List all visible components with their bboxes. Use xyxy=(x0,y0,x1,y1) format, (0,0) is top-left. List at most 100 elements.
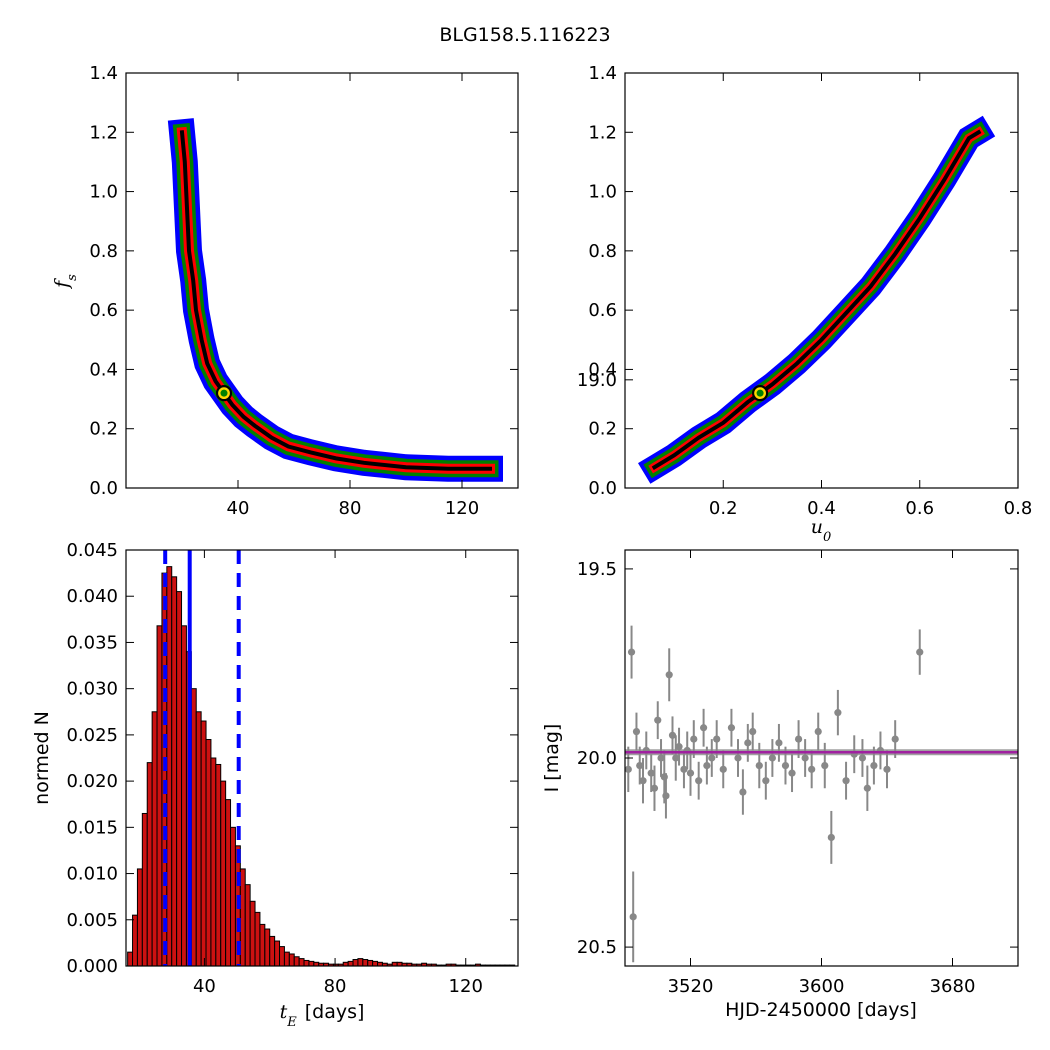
p3-residual-point xyxy=(627,648,636,656)
p3-xtick-label: 3600 xyxy=(799,976,845,997)
p3-residual-point xyxy=(739,788,747,796)
p3-residual-point xyxy=(672,754,680,762)
p0-ylabel: fs xyxy=(51,274,80,290)
p2-bar xyxy=(190,688,197,967)
p2-bar xyxy=(362,959,369,967)
p3-data-point xyxy=(854,391,861,398)
figure-title: BLG158.5.116223 xyxy=(439,24,610,46)
p3-data-point xyxy=(782,346,789,353)
p0-xtick-label: 80 xyxy=(339,498,362,519)
p2-bar xyxy=(303,959,310,967)
p2-bar xyxy=(367,959,374,967)
p3-ytick-label: 19.0 xyxy=(577,370,617,391)
p1-ytick-label: 1.2 xyxy=(588,122,617,143)
p3-data-point xyxy=(633,406,640,413)
p2-ylabel: normed N xyxy=(31,711,53,805)
p1-ytick-label: 0.8 xyxy=(588,241,617,262)
p3-residual-point xyxy=(858,754,867,762)
p1-xtick-label: 0.4 xyxy=(807,498,836,519)
p3-residual-point xyxy=(647,769,655,777)
p2-bar xyxy=(225,799,232,967)
p3-data-point xyxy=(842,395,849,402)
p2-bar xyxy=(308,960,315,967)
p3-residual-point xyxy=(700,724,708,732)
p3-xlabel: HJD-2450000 [days] xyxy=(725,999,917,1021)
p3-residual-point xyxy=(916,648,924,656)
p3-data-point xyxy=(710,406,717,413)
p3-residual-point xyxy=(703,761,711,770)
p2-ytick-label: 0.005 xyxy=(66,910,118,931)
p3-data-point xyxy=(788,312,795,319)
p2-ytick-label: 0.030 xyxy=(66,679,118,700)
p3-residual-point xyxy=(708,754,716,762)
p1-ytick-label: 1.4 xyxy=(588,63,617,84)
p1-region-blue xyxy=(638,115,996,484)
p3-data-point xyxy=(859,414,866,421)
p3-residual-point xyxy=(755,761,763,770)
p3-data-point xyxy=(666,369,673,376)
p3-data-point xyxy=(675,418,682,425)
p2-bar xyxy=(244,884,251,967)
p3-residual-point xyxy=(762,777,770,785)
p1-xtick-label: 0.2 xyxy=(709,498,738,519)
p0-xtick-label: 120 xyxy=(445,498,479,519)
p2-ytick-label: 0.010 xyxy=(66,864,118,885)
p2-ytick-label: 0.020 xyxy=(66,771,118,792)
p2-bar xyxy=(132,914,138,967)
p2-bar xyxy=(239,868,246,967)
p3-data-point xyxy=(785,319,792,326)
p2-bar xyxy=(230,826,236,967)
p1-ytick-label: 0.4 xyxy=(588,359,617,380)
p3-data-point xyxy=(808,206,815,213)
p1-best-fit-marker-center xyxy=(756,389,764,397)
p2-ytick-label: 0.015 xyxy=(66,817,118,838)
p3-residual-point xyxy=(834,709,842,717)
p2-xtick-label: 40 xyxy=(193,976,216,997)
p3-residual-point xyxy=(781,761,790,770)
p2-bar xyxy=(176,591,183,967)
p3-data-point xyxy=(892,441,899,448)
p1-ytick-label: 0.2 xyxy=(588,419,617,440)
p3-data-point xyxy=(877,422,884,429)
p2-bar xyxy=(181,625,187,967)
p0-ytick-label: 0.4 xyxy=(89,359,118,380)
p3-residual-point xyxy=(713,735,721,743)
p2-bar xyxy=(136,868,143,967)
p3-residual-point xyxy=(891,735,899,743)
p3-residual-point xyxy=(768,754,776,762)
p3-residual-point xyxy=(788,769,796,777)
p3-residual-point xyxy=(690,735,698,743)
p3-residual-point xyxy=(827,833,835,842)
p2-ytick-label: 0.045 xyxy=(66,540,118,561)
p3-residual-point xyxy=(654,716,662,724)
p2-bar xyxy=(264,928,271,967)
p1-ytick-label: 1.0 xyxy=(588,182,617,203)
p3-data-point xyxy=(826,357,833,364)
p2-bar xyxy=(298,958,305,967)
p3-residual-point xyxy=(727,724,736,732)
p2-bar xyxy=(141,812,148,967)
panel-fs-vs-tE: 40 80 120 0.0 0.2 0.4 0.6 0.8 1.0 1.2 1.4 fs xyxy=(51,63,519,519)
p2-bar xyxy=(352,959,359,967)
p3-data-point xyxy=(805,255,812,262)
p3-residual-point xyxy=(625,765,632,773)
p1-ytick-label: 0.0 xyxy=(588,478,617,499)
p3-residual-point xyxy=(744,739,752,747)
p2-bar xyxy=(274,940,281,967)
p0-ytick-label: 0.8 xyxy=(89,241,118,262)
p1-xtick-label: 0.8 xyxy=(1004,498,1033,519)
p3-data-point xyxy=(669,414,676,421)
p3-residual-point xyxy=(695,777,703,785)
panel-tE-histogram: 40 80 120 0.000 0.005 0.010 0.015 0.020 0.025 0.0… xyxy=(31,540,519,1030)
p0-ylabel-text: fs xyxy=(51,274,80,290)
p2-xtick-label: 120 xyxy=(449,976,483,997)
p0-best-fit-marker-center xyxy=(220,389,228,397)
p3-data-point xyxy=(729,433,736,440)
p2-bar xyxy=(171,576,178,967)
p3-residual-point xyxy=(632,727,641,736)
p3-residual-point xyxy=(775,739,783,747)
p2-bar xyxy=(347,960,354,967)
p2-bar xyxy=(215,763,222,967)
p3-residual-point xyxy=(629,913,637,921)
